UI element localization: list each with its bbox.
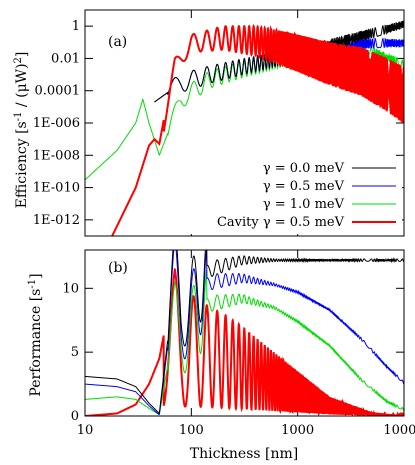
a-ytick-label: 1E-010: [33, 181, 80, 196]
legend-entry-label: γ = 0.0 meV: [263, 161, 345, 176]
series-line: [111, 23, 404, 236]
a-ytick-label: 1E-006: [33, 116, 80, 131]
legend-entry-label: γ = 0.5 meV: [263, 179, 345, 194]
a-ytick-label: 1: [72, 19, 80, 34]
panel-b-xlabel: Thickness [nm]: [190, 446, 299, 462]
panel-b-ylabel: Performance [s-1]: [27, 273, 44, 396]
a-ytick-label: 0.01: [51, 51, 80, 66]
panel-a-frame: [84, 9, 405, 237]
legend-entry-label: γ = 1.0 meV: [263, 197, 345, 212]
a-ytick-label: 0.0001: [35, 84, 81, 99]
b-xtick-label: 10: [77, 423, 94, 438]
series-line: [85, 267, 404, 416]
series-line: [85, 250, 404, 416]
b-xtick-label: 100: [179, 423, 204, 438]
legend-entry-label: Cavity γ = 0.5 meV: [217, 215, 345, 230]
series-line: [85, 250, 404, 415]
panel-b-frame: [84, 249, 405, 417]
a-ytick-label: 1E-008: [33, 148, 80, 163]
b-ytick-label: 10: [62, 281, 79, 296]
panel-b: Performance [s-1] (b) 0 5 10 10 100 1000 10000…: [27, 249, 415, 462]
panel-a-ylabel: Efficiency [s-1 / (μW)2]: [13, 52, 30, 209]
b-xtick-label: 1000: [281, 423, 314, 438]
panel-b-label: (b): [108, 260, 128, 276]
panel-a: Efficiency [s-1 / (μW)2] (a) 1 0.01 0.0001…: [13, 9, 405, 237]
a-ytick-label: 1E-012: [33, 213, 80, 228]
b-ytick-label: 0: [71, 409, 79, 424]
b-ytick-label: 5: [71, 345, 79, 360]
series-line: [85, 270, 404, 416]
panel-a-label: (a): [108, 34, 127, 50]
b-xtick-label: 10000: [383, 423, 415, 438]
legend: γ = 0.0 meV γ = 0.5 meV γ = 1.0 meV Cavity …: [180, 160, 402, 234]
